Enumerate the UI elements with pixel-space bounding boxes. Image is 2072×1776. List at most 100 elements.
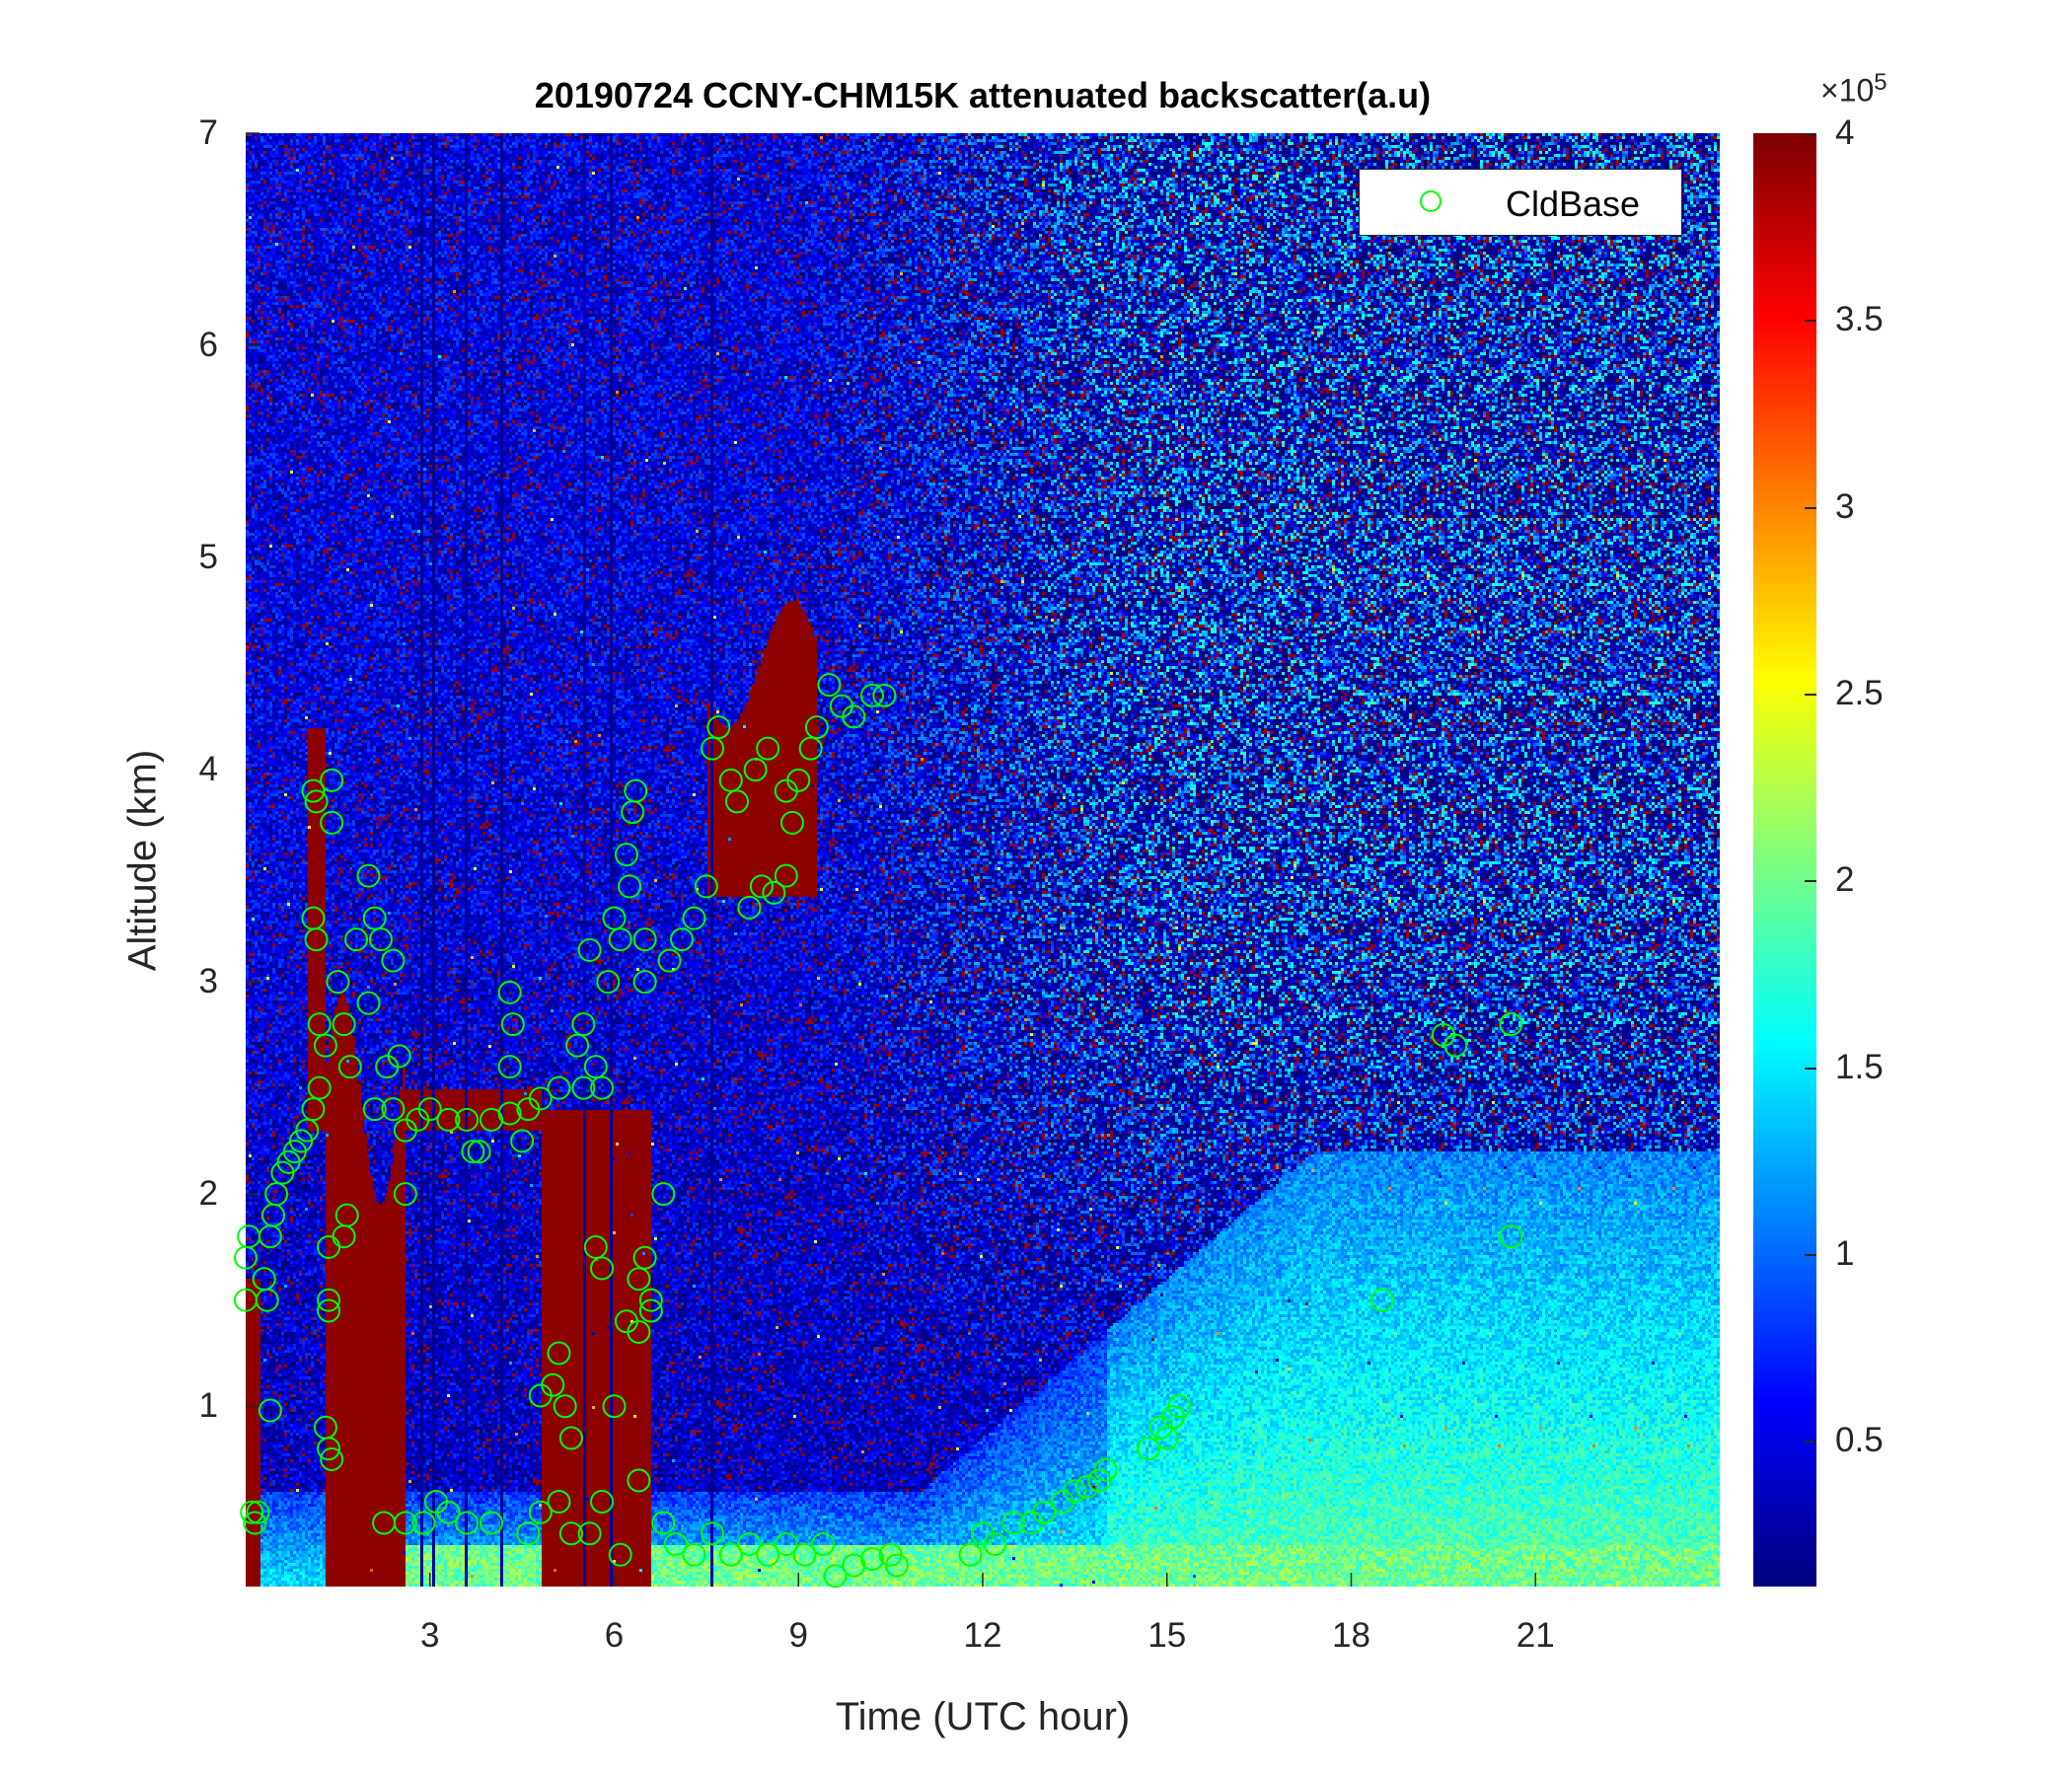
x-tick-label: 3 [420, 1616, 440, 1655]
cldbase-point [1443, 1033, 1468, 1058]
cldbase-point [682, 1542, 706, 1567]
cldbase-point [547, 1075, 571, 1100]
colorbar [1753, 133, 1816, 1587]
cldbase-point [1499, 1012, 1523, 1037]
cldbase-point [1154, 1426, 1179, 1450]
cldbase-point [602, 1394, 627, 1419]
cldbase-point [461, 1140, 485, 1164]
cldbase-point [320, 1446, 344, 1471]
cldbase-point [326, 970, 350, 995]
cldbase-point [624, 778, 648, 803]
cldbase-point [590, 1075, 615, 1100]
cldbase-point [817, 673, 842, 698]
cldbase-point [774, 863, 798, 888]
cldbase-point [528, 1086, 553, 1111]
cldbase-point [510, 1129, 535, 1153]
cldbase-point [332, 1012, 356, 1037]
colorbar-tick-mark [1805, 880, 1816, 883]
cldbase-point [577, 1521, 602, 1546]
cldbase-point [859, 683, 884, 707]
cldbase-point [317, 1298, 341, 1323]
cldbase-point [983, 1531, 1007, 1556]
cldbase-point [252, 1267, 276, 1292]
cldbase-point [718, 768, 743, 792]
cldbase-point [436, 1107, 461, 1132]
cldbase-point [694, 874, 718, 899]
cldbase-point [497, 980, 522, 1004]
colorbar-tick-mark [1805, 506, 1816, 509]
cldbase-point [638, 1298, 663, 1323]
cldbase-point [811, 1531, 836, 1556]
x-axis-label: Time (UTC hour) [835, 1695, 1131, 1739]
x-tick-label: 15 [1147, 1616, 1187, 1655]
cldbase-point [320, 768, 344, 792]
cldbase-point [725, 789, 749, 814]
cldbase-point [295, 1118, 320, 1143]
cldbase-point [500, 1012, 525, 1037]
plot-area [234, 132, 1720, 1589]
cldbase-point [682, 906, 706, 930]
cldbase-point [618, 874, 642, 899]
cldbase-point [798, 736, 823, 761]
cldbase-point [313, 1033, 337, 1058]
colorbar-tick-label: 2 [1835, 860, 1855, 900]
cldbase-point [701, 736, 725, 761]
cldbase-point [737, 895, 762, 920]
colorbar-tick-label: 1 [1835, 1233, 1855, 1273]
legend: CldBase [1359, 169, 1682, 236]
cldbase-point [304, 927, 329, 952]
x-tick-label: 18 [1332, 1616, 1370, 1655]
cldbase-point [455, 1511, 480, 1535]
cldbase-point [756, 736, 780, 761]
cldbase-point [497, 1101, 522, 1126]
cldbase-point [1074, 1474, 1099, 1499]
x-tick-label: 9 [788, 1616, 808, 1655]
cldbase-point [368, 927, 393, 952]
cldbase-point [706, 715, 731, 740]
cldbase-point [467, 1140, 491, 1164]
cldbase-point [602, 906, 627, 930]
y-tick-label: 6 [198, 326, 218, 365]
cldbase-point [301, 778, 326, 803]
cldbase-point [1369, 1288, 1394, 1312]
cldbase-point [571, 1075, 596, 1100]
cldbase-point [762, 880, 786, 905]
plot-overlay [234, 132, 1536, 1589]
cldbase-point [320, 810, 344, 835]
cldbase-point [258, 1224, 282, 1249]
cldbase-point [872, 683, 897, 707]
cldbase-point [1063, 1479, 1087, 1504]
cldbase-point [393, 1182, 417, 1207]
cldbase-point [1093, 1457, 1118, 1482]
cldbase-point [381, 948, 406, 973]
colorbar-tick-label: 1.5 [1835, 1047, 1884, 1086]
cldbase-point [590, 1489, 615, 1514]
cldbase-point [528, 1500, 553, 1524]
cldbase-point [372, 1511, 397, 1535]
x-tick-label: 21 [1516, 1616, 1555, 1655]
colorbar-tick-label: 4 [1835, 113, 1855, 152]
cldbase-point [663, 1531, 688, 1556]
cldbase-point [1137, 1437, 1161, 1461]
y-tick-label: 5 [198, 538, 218, 577]
cldbase-point [541, 1372, 565, 1397]
cldbase-point [780, 810, 805, 835]
cldbase-point [632, 1245, 657, 1270]
y-tick-label: 4 [198, 750, 218, 789]
cldbase-point [842, 704, 866, 729]
cldbase-point [583, 1055, 608, 1079]
cldbase-point [553, 1394, 577, 1419]
y-tick-label: 7 [198, 113, 218, 152]
y-axis-label: Altitude (km) [120, 749, 165, 972]
cldbase-point [393, 1511, 417, 1535]
cldbase-point [577, 937, 602, 962]
cldbase-point [417, 1097, 442, 1122]
cldbase-point [362, 906, 387, 930]
colorbar-tick-mark [1805, 1441, 1816, 1443]
colorbar-tick-mark [1805, 133, 1816, 135]
cldbase-point [356, 863, 381, 888]
cldbase-point [243, 1511, 267, 1535]
colorbar-exponent: ×105 [1820, 69, 1887, 110]
colorbar-tick-label: 0.5 [1835, 1421, 1884, 1460]
cldbase-point [627, 1468, 651, 1493]
